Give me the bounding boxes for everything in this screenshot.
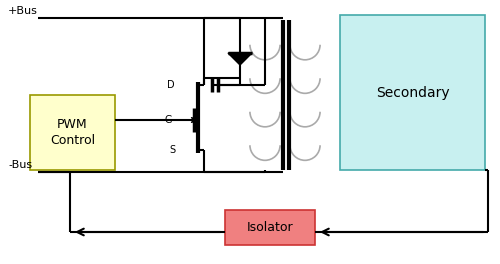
Polygon shape [228,53,252,65]
Text: PWM
Control: PWM Control [50,119,95,147]
Text: +Bus: +Bus [8,6,38,16]
Bar [340,15,485,170]
Text: D: D [168,80,175,90]
Text: -Bus: -Bus [8,160,32,170]
Bar [225,210,315,245]
Text: S: S [169,145,175,155]
Text: Isolator: Isolator [246,221,294,234]
Text: Secondary: Secondary [376,86,450,100]
Bar [30,95,115,170]
Text: G: G [164,115,172,125]
